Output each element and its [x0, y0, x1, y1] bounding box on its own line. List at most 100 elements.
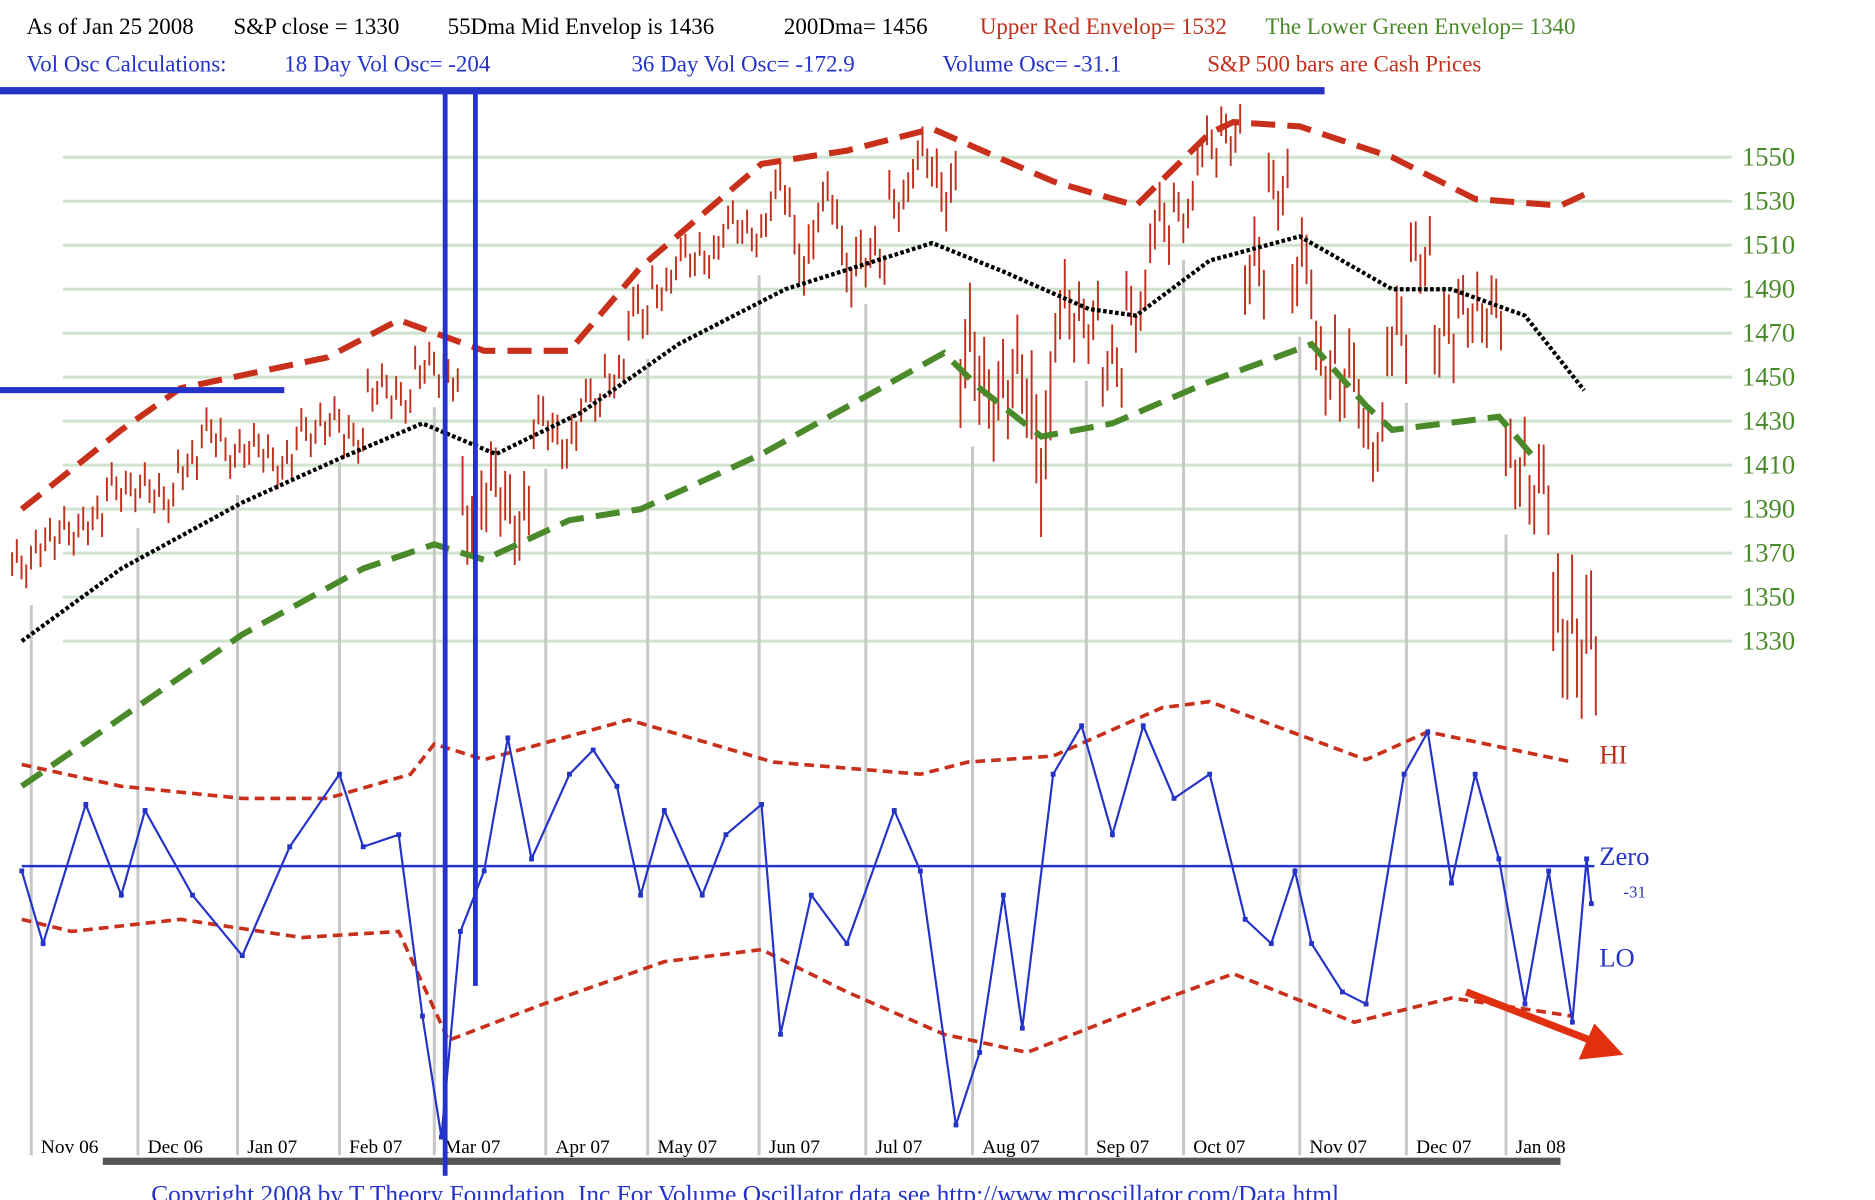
volume-oscillator-point [420, 1013, 425, 1019]
header-text: 18 Day Vol Osc= -204 [284, 51, 491, 76]
month-label: Dec 06 [148, 1137, 204, 1158]
volume-oscillator-point [1171, 795, 1177, 801]
month-label: Feb 07 [349, 1137, 403, 1158]
volume-oscillator-point [661, 808, 667, 813]
volume-oscillator-point [638, 892, 644, 898]
volume-oscillator-point [778, 1031, 783, 1037]
volume-oscillator-point [1401, 771, 1407, 777]
osc-hi-envelope [21, 699, 1573, 801]
volume-oscillator-point [1522, 1001, 1528, 1007]
header-text: 200Dma= 1456 [784, 14, 928, 39]
volume-oscillator-point [1588, 901, 1594, 907]
price-tick-label: 1550 [1742, 142, 1795, 172]
header-text: Vol Osc Calculations: [27, 51, 227, 76]
month-label: Apr 07 [555, 1137, 610, 1158]
volume-oscillator-point [977, 1050, 983, 1055]
month-label: Jan 07 [247, 1137, 297, 1158]
header-text: 36 Day Vol Osc= -172.9 [631, 51, 854, 76]
month-label: Mar 07 [444, 1137, 501, 1158]
osc-current-value: -31 [1623, 883, 1646, 902]
month-label: Sep 07 [1096, 1137, 1150, 1158]
osc-zero-label: Zero [1599, 841, 1649, 871]
volume-oscillator-point [19, 868, 25, 874]
blue-marker-left-line [0, 387, 285, 394]
volume-oscillator-point [1050, 771, 1056, 777]
header-row-2: Vol Osc Calculations: 18 Day Vol Osc= -20… [27, 51, 1482, 76]
volume-oscillator-point [590, 747, 596, 753]
osc-lo-label: LO [1599, 943, 1634, 973]
volume-oscillator-point [759, 802, 764, 807]
volume-oscillator-point [1309, 941, 1314, 946]
month-axis-labels: Nov 06 Dec 06 Jan 07 Feb 07 Mar 07 Apr 07 May … [41, 1137, 1566, 1158]
upper-red-envelope [19, 118, 1586, 512]
price-axis-labels: 1330 1350 1370 1390 1410 1430 1450 1470 1490 1510… [1742, 142, 1795, 656]
moving-average-line [20, 234, 1586, 643]
volume-oscillator-point [1425, 729, 1431, 735]
price-tick-label: 1350 [1742, 582, 1795, 612]
volume-oscillator-point [699, 892, 705, 898]
header-row-1: As of Jan 25 2008 S&P close = 1330 55Dma M… [27, 14, 1576, 39]
volume-oscillator-point [1449, 880, 1454, 886]
price-tick-label: 1390 [1742, 494, 1795, 524]
month-label: Oct 07 [1193, 1137, 1245, 1158]
volume-oscillator-point [1268, 941, 1274, 946]
price-bars [11, 103, 1597, 719]
month-label: Aug 07 [982, 1137, 1040, 1158]
lower-green-envelope [20, 340, 1540, 789]
price-tick-label: 1370 [1742, 538, 1795, 568]
volume-oscillator-point [1569, 1019, 1575, 1025]
indicator-lines [19, 118, 1594, 1140]
price-tick-label: 1410 [1742, 450, 1795, 480]
volume-oscillator-point [723, 832, 729, 838]
month-label: May 07 [657, 1137, 717, 1158]
volume-oscillator-point [808, 892, 814, 898]
volume-oscillator-point [1019, 1025, 1025, 1031]
volume-oscillator-point [1339, 989, 1345, 995]
volume-oscillator-point [481, 868, 487, 874]
volume-oscillator-point [614, 783, 620, 789]
volume-oscillator-point [40, 941, 46, 946]
volume-oscillator-point [844, 941, 850, 946]
volume-oscillator-point [337, 771, 342, 777]
month-label: Jul 07 [876, 1137, 923, 1158]
volume-oscillator-point [1140, 723, 1146, 729]
volume-oscillator-point [1242, 916, 1248, 922]
volume-oscillator-point [1496, 856, 1502, 862]
volume-oscillator-point [505, 735, 511, 741]
price-gridlines [62, 155, 1733, 643]
volume-oscillator-point [118, 892, 124, 898]
blue-marker-top-line [0, 87, 1325, 95]
header-text: S&P 500 bars are Cash Prices [1207, 51, 1481, 76]
volume-oscillator-point [1363, 1001, 1369, 1007]
blue-marker-vertical-2 [472, 90, 478, 986]
volume-oscillator-point [396, 832, 402, 838]
volume-oscillator-point [287, 844, 293, 850]
osc-hi-label: HI [1599, 739, 1627, 769]
price-tick-label: 1450 [1742, 362, 1795, 392]
volume-oscillator-point [953, 1122, 959, 1128]
volume-oscillator-point [142, 808, 148, 813]
blue-marker-vertical-1 [442, 90, 448, 1176]
volume-oscillator-point [1000, 892, 1006, 898]
volume-oscillator-point [1110, 832, 1115, 838]
volume-oscillator-point [1472, 771, 1478, 777]
month-gridlines [29, 259, 1508, 1156]
volume-oscillator-point [83, 802, 89, 807]
price-tick-label: 1530 [1742, 186, 1795, 216]
volume-oscillator-point [567, 771, 572, 777]
month-label: Dec 07 [1416, 1137, 1472, 1158]
header-text: As of Jan 25 2008 [27, 14, 194, 39]
copyright-footer: Copyright 2008 by T Theory Foundation, I… [151, 1180, 1339, 1200]
header-text: The Lower Green Envelop= 1340 [1265, 14, 1575, 39]
volume-oscillator-point [1546, 868, 1552, 874]
volume-oscillator-point [891, 808, 897, 813]
price-tick-label: 1490 [1742, 274, 1795, 304]
volume-oscillator-point [360, 844, 366, 850]
volume-oscillator-point [1584, 856, 1590, 862]
header-text: Upper Red Envelop= 1532 [980, 14, 1227, 39]
volume-oscillator-point [439, 1134, 444, 1140]
price-tick-label: 1510 [1742, 230, 1795, 260]
volume-oscillator-point [190, 892, 195, 898]
red-arrow-icon [1464, 988, 1624, 1060]
